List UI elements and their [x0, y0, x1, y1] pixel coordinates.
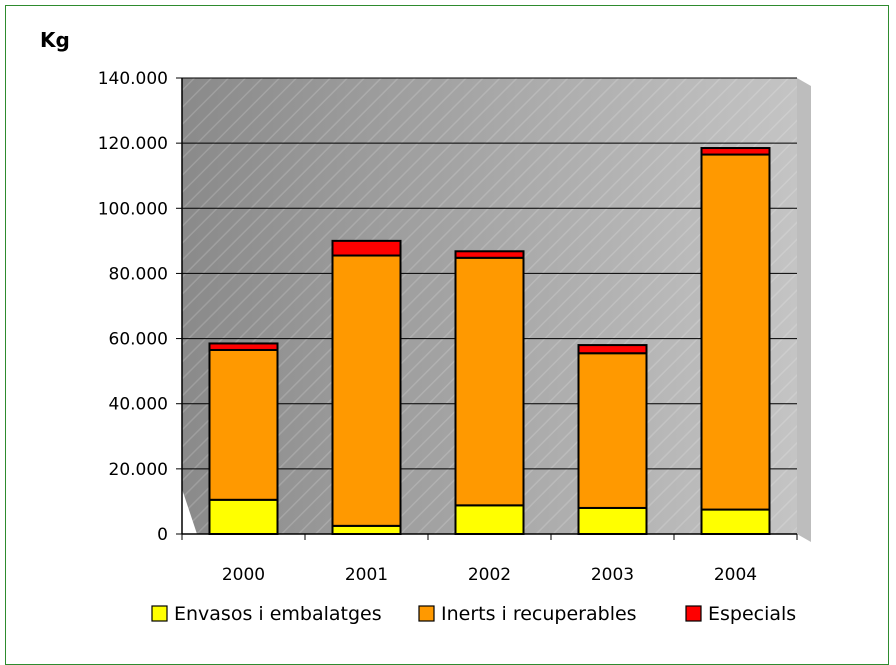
y-axis-label: Kg	[40, 28, 70, 52]
y-tick-label: 0	[157, 525, 168, 545]
y-tick-label: 140.000	[98, 69, 168, 89]
x-tick-labels: 2000 2001 2002 2003 2004	[222, 565, 757, 585]
bar-segment	[700, 508, 771, 536]
bars	[208, 147, 771, 536]
legend-label: Envasos i embalatges	[174, 603, 382, 625]
y-tick-label: 120.000	[98, 134, 168, 154]
x-tick-label: 2001	[345, 565, 388, 585]
stacked-bar-chart: 0 20.000 40.000 60.000 80.000 100.000 120.000 1…	[40, 28, 811, 625]
y-tick-labels: 0 20.000 40.000 60.000 80.000 100.000 120.000 1…	[98, 69, 168, 545]
x-tick-label: 2000	[222, 565, 265, 585]
bar-segment	[577, 506, 648, 536]
legend-label: Especials	[708, 603, 796, 625]
legend-swatch	[685, 605, 702, 622]
bar-segment	[331, 524, 402, 535]
legend-label: Inerts i recuperables	[441, 603, 637, 625]
x-tick-label: 2004	[714, 565, 757, 585]
bar-segment	[577, 352, 648, 509]
y-tick-label: 100.000	[98, 199, 168, 219]
y-tick-label: 60.000	[109, 330, 168, 350]
bar-segment	[700, 153, 771, 511]
bar-segment	[454, 256, 525, 507]
legend-swatch	[418, 605, 435, 622]
axes	[181, 78, 798, 540]
legend: Envasos i embalatges Inerts i recuperable…	[151, 603, 796, 625]
x-tick-label: 2002	[468, 565, 511, 585]
y-tick-label: 80.000	[109, 264, 168, 284]
legend-swatch	[151, 605, 168, 622]
bar-segment	[208, 342, 279, 351]
y-tick-label: 20.000	[109, 460, 168, 480]
bar-segment	[208, 498, 279, 535]
bar-segment	[454, 504, 525, 535]
bar-segment	[331, 239, 402, 257]
bar-segment	[454, 250, 525, 259]
wall-side	[797, 78, 811, 542]
x-tick-label: 2003	[591, 565, 634, 585]
bar-segment	[577, 344, 648, 355]
y-tick-label: 40.000	[109, 395, 168, 415]
bar-segment	[700, 147, 771, 156]
bar-segment	[208, 348, 279, 501]
bar-segment	[331, 254, 402, 527]
